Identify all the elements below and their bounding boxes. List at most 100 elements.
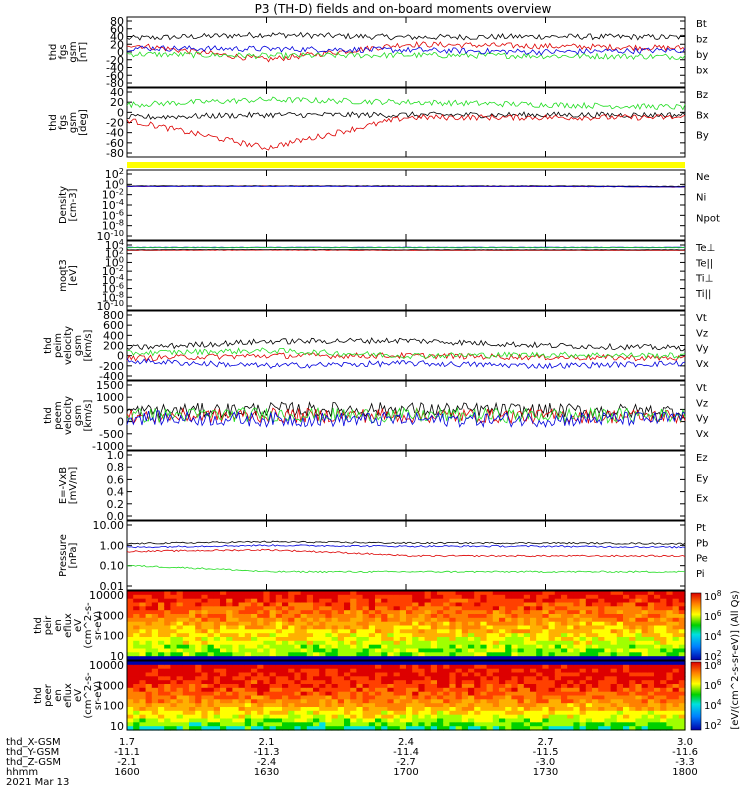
heatmap-cell	[511, 652, 519, 657]
ylabel-line: sr-eV)	[93, 611, 104, 640]
heatmap-cell	[381, 726, 388, 731]
heatmap-cell	[244, 672, 252, 677]
heatmap-cell	[238, 633, 246, 638]
heatmap-cell	[461, 637, 469, 642]
heatmap-cell	[331, 676, 339, 681]
heatmap-cell	[536, 637, 543, 642]
heatmap-cell	[139, 598, 147, 604]
heatmap-cell	[145, 602, 153, 607]
heatmap-cell	[257, 695, 264, 700]
heatmap-cell	[461, 722, 469, 727]
heatmap-cell	[263, 714, 271, 720]
heatmap-cell	[275, 684, 283, 689]
heatmap-cell	[579, 722, 587, 727]
heatmap-cell	[616, 710, 624, 716]
heatmap-cell	[381, 625, 388, 630]
heatmap-cell	[213, 695, 221, 700]
heatmap-cell	[257, 722, 264, 727]
heatmap-cell	[176, 591, 184, 596]
heatmap-cell	[616, 718, 624, 723]
heatmap-cell	[331, 652, 339, 657]
heatmap-cell	[176, 661, 184, 666]
heatmap-cell	[511, 695, 519, 700]
heatmap-cell	[176, 594, 184, 600]
heatmap-cell	[406, 602, 413, 607]
heatmap-cell	[443, 637, 450, 642]
heatmap-cell	[542, 664, 550, 670]
panel-2: Density [cm-3]10210010-210-410-610-810-10…	[58, 166, 720, 243]
heatmap-cell	[356, 656, 364, 661]
heatmap-cell	[319, 629, 326, 634]
heatmap-cell	[375, 680, 382, 685]
heatmap-cell	[319, 614, 326, 619]
heatmap-cell	[443, 684, 450, 689]
heatmap-cell	[449, 602, 457, 607]
heatmap-cell	[207, 718, 215, 723]
heatmap-cell	[381, 661, 388, 666]
heatmap-cell	[139, 621, 147, 627]
heatmap-cell	[282, 591, 289, 596]
heatmap-cell	[288, 710, 295, 716]
heatmap-cell	[139, 644, 147, 650]
heatmap-cell	[238, 695, 246, 700]
heatmap-cell	[647, 648, 655, 653]
heatmap-cell	[678, 606, 686, 611]
heatmap-cell	[678, 676, 686, 681]
heatmap-cell	[226, 680, 233, 685]
ytick-label: 80	[110, 15, 124, 28]
heatmap-cell	[468, 614, 475, 619]
heatmap-cell	[430, 722, 438, 727]
heatmap-cell	[672, 703, 680, 708]
heatmap-cell	[133, 591, 140, 596]
heatmap-cell	[468, 594, 475, 600]
heatmap-cell	[176, 617, 184, 623]
heatmap-cell	[201, 691, 209, 697]
heatmap-cell	[672, 661, 680, 666]
heatmap-cell	[536, 680, 543, 685]
heatmap-cell	[548, 594, 556, 600]
heatmap-cell	[213, 602, 221, 607]
series-Bz	[126, 96, 686, 111]
heatmap-cell	[220, 661, 227, 666]
heatmap-cell	[647, 640, 655, 646]
heatmap-cell	[499, 625, 506, 630]
heatmap-cell	[430, 691, 438, 697]
heatmap-cell	[387, 691, 395, 697]
panel-0: thd fgs gsm [nT]806040200-20-40-60-80Btbzby…	[48, 15, 708, 90]
heatmap-cell	[623, 625, 630, 630]
heatmap-cell	[449, 691, 457, 697]
heatmap-cell	[213, 637, 221, 642]
heatmap-cell	[381, 606, 388, 611]
heatmap-cell	[536, 629, 543, 634]
heatmap-cell	[474, 606, 481, 611]
colorbar-tick: 108	[704, 589, 722, 603]
heatmap-cell	[523, 710, 531, 716]
heatmap-cell	[164, 726, 171, 731]
heatmap-cell	[399, 726, 407, 731]
heatmap-cell	[678, 644, 686, 650]
heatmap-cell	[579, 707, 587, 712]
heatmap-cell	[666, 676, 674, 681]
heatmap-cell	[207, 594, 215, 600]
heatmap-cell	[393, 714, 401, 720]
heatmap-cell	[375, 668, 382, 674]
heatmap-cell	[158, 648, 165, 653]
heatmap-cell	[654, 594, 661, 600]
ylabel-line: [km/s]	[83, 399, 94, 431]
heatmap-cell	[480, 656, 488, 661]
figure-title: P3 (TH-D) fields and on-board moments ov…	[255, 2, 552, 16]
ytick-label: 0.10	[100, 560, 125, 573]
heatmap-cell	[306, 633, 314, 638]
series-by	[126, 51, 686, 61]
heatmap-cell	[635, 707, 643, 712]
heatmap-cell	[387, 687, 395, 693]
colorbar-tick: 108	[704, 658, 722, 672]
heatmap-cell	[610, 648, 618, 653]
heatmap-cell	[344, 606, 351, 611]
ytick-label: 500	[103, 403, 124, 416]
heatmap-cell	[387, 718, 395, 723]
heatmap-cell	[344, 640, 351, 646]
heatmap-cell	[319, 680, 326, 685]
ytick-label: -40	[106, 62, 124, 75]
heatmap-cell	[282, 614, 289, 619]
